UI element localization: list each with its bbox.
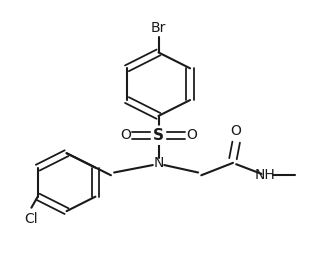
Text: Cl: Cl xyxy=(25,212,38,226)
Text: O: O xyxy=(120,128,131,142)
Text: N: N xyxy=(153,156,164,170)
Text: O: O xyxy=(231,124,242,138)
Text: Br: Br xyxy=(151,20,166,34)
Text: O: O xyxy=(186,128,197,142)
Text: NH: NH xyxy=(254,168,275,182)
Text: S: S xyxy=(153,128,164,143)
